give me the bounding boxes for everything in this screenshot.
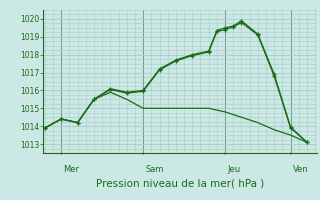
Text: Sam: Sam [145,166,164,174]
Text: Mer: Mer [63,166,79,174]
Text: Ven: Ven [293,166,308,174]
Text: Jeu: Jeu [227,166,240,174]
Text: Pression niveau de la mer( hPa ): Pression niveau de la mer( hPa ) [96,179,264,189]
